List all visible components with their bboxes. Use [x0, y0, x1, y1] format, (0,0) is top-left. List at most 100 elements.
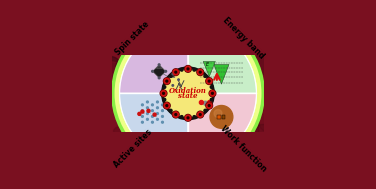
Ellipse shape [204, 102, 241, 142]
Polygon shape [171, 74, 175, 77]
Ellipse shape [123, 88, 158, 124]
Circle shape [185, 115, 191, 121]
Polygon shape [214, 64, 229, 84]
Circle shape [141, 104, 143, 106]
Ellipse shape [164, 50, 179, 62]
Ellipse shape [160, 100, 171, 108]
Circle shape [180, 116, 183, 118]
Circle shape [152, 104, 153, 106]
Ellipse shape [163, 108, 179, 121]
Circle shape [208, 105, 210, 106]
Circle shape [141, 110, 144, 113]
Circle shape [162, 115, 164, 117]
Circle shape [166, 80, 168, 82]
Circle shape [180, 68, 183, 71]
Ellipse shape [223, 116, 259, 146]
Ellipse shape [197, 67, 222, 83]
Ellipse shape [118, 80, 157, 121]
Ellipse shape [234, 116, 243, 123]
Circle shape [197, 69, 203, 76]
Ellipse shape [262, 97, 276, 107]
Text: Oxidation: Oxidation [169, 87, 207, 95]
Ellipse shape [115, 54, 154, 80]
Circle shape [204, 75, 207, 77]
Circle shape [185, 115, 191, 121]
Circle shape [197, 112, 203, 117]
Circle shape [141, 115, 143, 117]
Circle shape [172, 85, 174, 86]
Ellipse shape [133, 111, 154, 135]
Circle shape [169, 75, 172, 77]
Circle shape [210, 86, 213, 88]
Circle shape [185, 66, 191, 72]
Ellipse shape [258, 108, 282, 133]
Ellipse shape [162, 112, 191, 138]
Ellipse shape [224, 82, 249, 98]
Ellipse shape [153, 79, 176, 103]
Circle shape [178, 79, 179, 81]
Circle shape [160, 90, 167, 97]
Circle shape [156, 119, 158, 120]
Circle shape [158, 77, 160, 79]
Circle shape [209, 90, 216, 97]
Text: Energy band: Energy band [221, 15, 266, 60]
Circle shape [152, 121, 153, 123]
Circle shape [206, 78, 212, 84]
Ellipse shape [204, 49, 226, 74]
Circle shape [165, 70, 167, 72]
Circle shape [147, 113, 149, 115]
Ellipse shape [227, 103, 250, 120]
Wedge shape [188, 93, 256, 162]
Wedge shape [120, 93, 188, 162]
Ellipse shape [242, 71, 274, 91]
Circle shape [152, 110, 153, 112]
Circle shape [161, 91, 166, 96]
Ellipse shape [218, 100, 242, 128]
Circle shape [206, 103, 212, 108]
Circle shape [204, 109, 207, 112]
Circle shape [162, 104, 164, 106]
Circle shape [199, 101, 203, 105]
Circle shape [208, 101, 212, 105]
Circle shape [193, 116, 196, 118]
Ellipse shape [125, 57, 156, 75]
Circle shape [113, 18, 263, 169]
Circle shape [164, 103, 170, 108]
Bar [222, 115, 225, 119]
Ellipse shape [99, 57, 121, 79]
Ellipse shape [130, 82, 154, 109]
Polygon shape [167, 74, 179, 85]
Polygon shape [156, 65, 162, 69]
Circle shape [166, 105, 168, 106]
Circle shape [197, 69, 203, 75]
Circle shape [147, 109, 150, 112]
Ellipse shape [126, 116, 138, 126]
Ellipse shape [189, 122, 220, 146]
Circle shape [199, 114, 201, 115]
Wedge shape [120, 25, 188, 93]
Circle shape [166, 79, 168, 81]
Circle shape [175, 71, 177, 73]
Circle shape [156, 113, 158, 115]
Circle shape [208, 80, 210, 82]
Ellipse shape [128, 72, 157, 92]
Circle shape [153, 113, 156, 116]
Ellipse shape [128, 64, 152, 78]
Circle shape [169, 109, 172, 112]
Circle shape [164, 78, 170, 84]
Circle shape [210, 98, 213, 101]
Circle shape [173, 111, 179, 118]
Circle shape [210, 105, 233, 128]
Circle shape [162, 67, 214, 120]
Circle shape [197, 111, 203, 118]
Ellipse shape [250, 124, 277, 143]
Circle shape [173, 112, 179, 117]
Text: Spin state: Spin state [114, 19, 152, 57]
Circle shape [193, 68, 196, 71]
Circle shape [164, 70, 212, 117]
Circle shape [152, 70, 153, 72]
Circle shape [173, 69, 179, 75]
Circle shape [162, 121, 164, 123]
Ellipse shape [103, 78, 140, 100]
Ellipse shape [154, 84, 176, 95]
